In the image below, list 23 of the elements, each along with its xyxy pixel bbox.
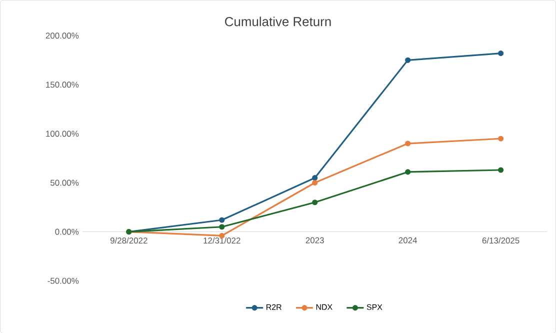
x-tick-label: 2023 [306, 237, 324, 244]
y-tick-label: 200.00% [46, 32, 79, 38]
point [405, 57, 411, 63]
y-tick-label: 50.00% [50, 180, 79, 186]
chart-title: Cumulative Return [225, 16, 331, 26]
point [498, 136, 504, 142]
point [405, 140, 411, 146]
y-tick-label: 100.00% [46, 130, 79, 136]
point [312, 180, 318, 186]
y-tick-label: 150.00% [46, 81, 79, 88]
y-tick-label: -50.00% [48, 278, 79, 284]
x-tick-label: 9/28/2022 [110, 237, 148, 244]
point [498, 166, 504, 173]
point [312, 199, 318, 205]
y-tick-label: 0.00% [55, 228, 79, 235]
point [219, 224, 225, 230]
x-tick-label: 12/31/022 [204, 237, 240, 244]
x-tick-label: 6/13/2025 [482, 237, 520, 244]
point [219, 216, 225, 223]
x-tick-label: 2024 [398, 237, 417, 244]
point [405, 168, 411, 175]
point [498, 50, 504, 56]
point [312, 174, 318, 180]
